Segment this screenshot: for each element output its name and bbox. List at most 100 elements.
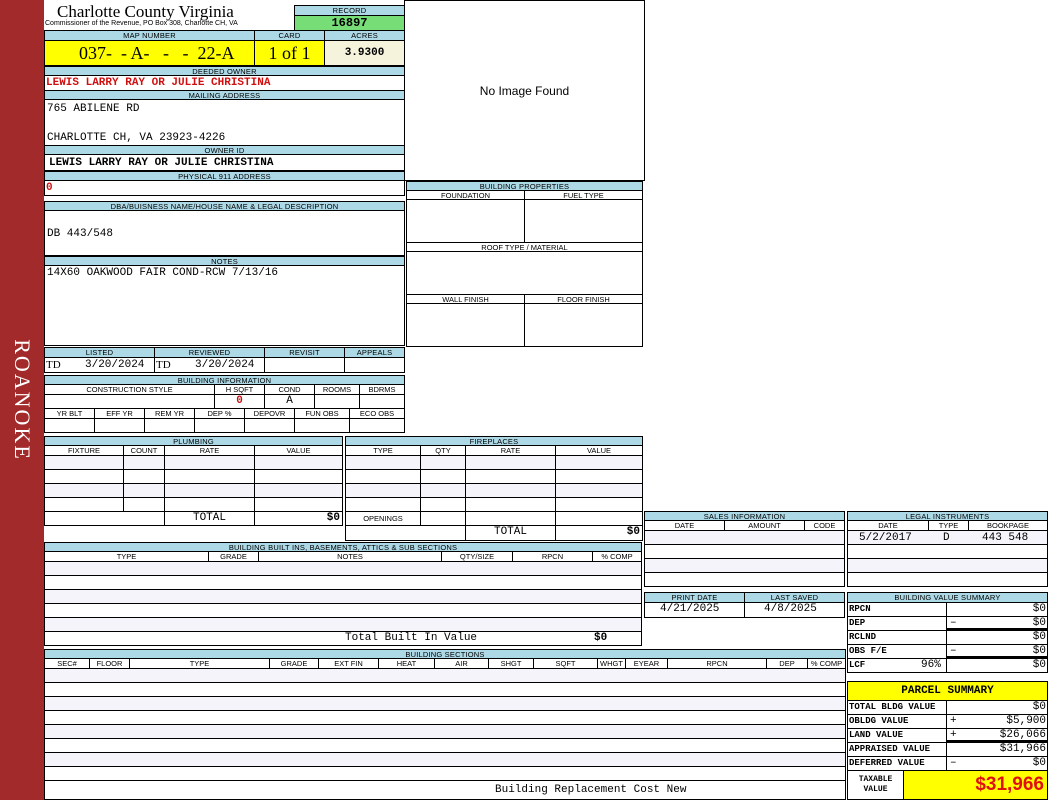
fireplace-row [345,455,643,470]
col-sec: SEC# [45,659,90,668]
col-rooms: ROOMS [315,385,360,394]
hsqft-value: 0 [215,395,265,408]
taxable-value: $31,966 [903,770,1048,800]
table-cell [45,456,124,469]
col-depovr: DEPOVR [245,409,295,418]
table-cell [466,470,556,483]
parcel-value: $5,900 [1006,715,1046,727]
table-cell [645,573,844,586]
col-notes: NOTES [259,552,442,561]
col-type: TYPE [130,659,270,668]
fireplace-row [345,483,643,498]
office-address: Commissioner of the Revenue, PO Box 308,… [45,20,238,27]
sales-row [644,544,845,559]
col-qty: QTY [421,446,466,455]
col-type: TYPE [45,552,209,561]
legal-date: 5/2/2017 [859,532,912,544]
parcel-value: $0 [1032,757,1046,769]
sections-footer-row [44,780,846,800]
table-cell [45,711,845,724]
property-image: No Image Found [404,0,645,181]
table-cell [645,559,844,572]
print-date: 4/21/2025 [660,603,720,615]
table-cell [848,559,1047,572]
deeded-owner: LEWIS LARRY RAY OR JULIE CHRISTINA [46,77,271,89]
table-cell [556,456,642,469]
cond-value: A [265,395,315,408]
legal-type: D [943,532,950,544]
dba-value: DB 443/548 [47,228,114,240]
table-cell [45,576,641,589]
col-qty-size: QTY/SIZE [442,552,513,561]
parcel-label: TOTAL BLDG VALUE [849,702,936,712]
bvs-value: $0 [1032,645,1046,657]
col-pct-comp: % COMP [601,552,633,561]
parcel-label: APPRAISED VALUE [849,744,931,754]
parcel-sign: + [950,729,957,741]
builtin-row [44,617,642,632]
parcel-value: $0 [1032,701,1046,713]
plumbing-total: $0 [326,512,340,524]
physical-address: 0 [46,182,53,194]
col-value: VALUE [586,446,612,455]
col-bdrms: BDRMS [368,385,396,394]
reviewed-date: 3/20/2024 [195,359,255,371]
fireplace-total-row: TOTAL $0 [345,525,643,541]
col-air: AIR [435,659,489,668]
bvs-sign: – [950,617,957,629]
section-row [44,668,846,683]
col-amount: AMOUNT [725,521,805,530]
table-cell [165,484,255,497]
table-cell [556,470,642,483]
section-row [44,682,846,697]
table-cell [645,531,844,544]
openings-label: OPENINGS [346,512,421,525]
table-cell [848,545,1047,558]
sales-row [644,530,845,545]
legal-bookpage: 443 548 [982,532,1029,544]
table-cell [45,484,124,497]
reviewed-by: TD [156,359,171,371]
builtins-total: $0 [594,632,608,644]
card-value: 1 of 1 [254,40,325,66]
acres-value: 3.9300 [324,40,405,66]
col-eff-yr: EFF YR [95,409,145,418]
parcel-label: OBLDG VALUE [849,716,909,726]
table-cell [255,470,342,483]
listed-by: TD [46,359,61,371]
bvs-sign: – [950,645,957,657]
table-cell [848,573,1047,586]
col-type: TYPE [346,446,421,455]
builtin-row [44,603,642,618]
table-cell [45,498,124,511]
col-eco-obs: ECO OBS [359,409,395,418]
plumbing-row [44,483,343,498]
plumbing-total-row: TOTAL $0 [44,511,343,526]
col-rate: RATE [165,446,255,455]
col-yr-blt: YR BLT [45,409,95,418]
table-cell [421,484,466,497]
table-cell [45,767,845,780]
bvs-label: RPCN [849,604,871,614]
county-title: Charlotte County Virginia [57,2,234,21]
table-cell [45,590,641,603]
sidebar-label: ROANOKE [10,339,35,461]
parcel-label: LAND VALUE [849,730,904,740]
col-grade: GRADE [209,552,259,561]
table-cell [45,683,845,696]
builtin-row [44,575,642,590]
col-dep: DEP [767,659,808,668]
table-cell [255,456,342,469]
table-cell [165,470,255,483]
col-eyear: EYEAR [626,659,668,668]
bvs-label: DEP [849,618,866,628]
parcel-label: DEFERRED VALUE [849,758,925,768]
fireplace-openings-row: OPENINGS [345,511,643,526]
sales-row [644,558,845,573]
col-date: DATE [848,521,929,530]
table-cell [255,498,342,511]
table-cell [466,484,556,497]
table-cell [45,697,845,710]
mailing-line1: 765 ABILENE RD [47,103,140,115]
last-saved: 4/8/2025 [764,603,817,615]
